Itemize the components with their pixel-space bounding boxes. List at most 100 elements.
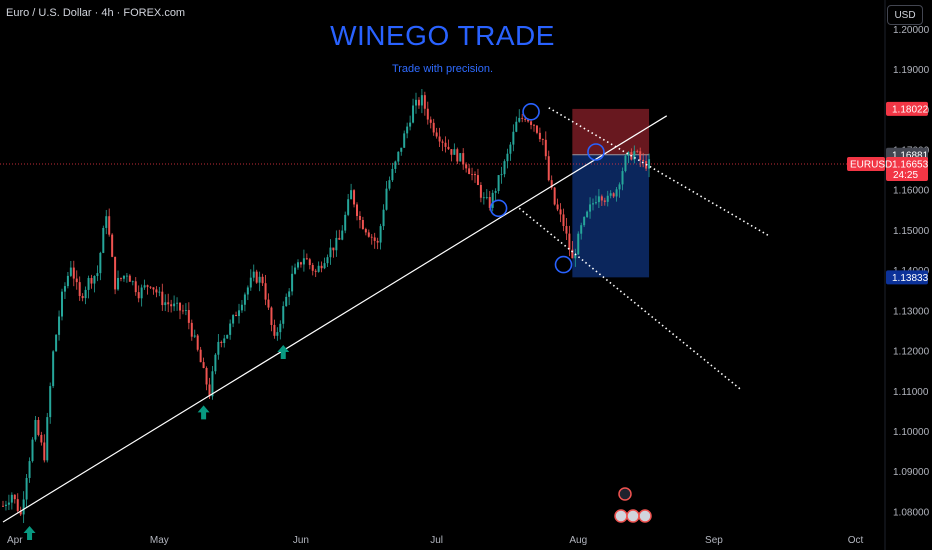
candle-body xyxy=(235,315,238,316)
candle-body xyxy=(308,259,311,266)
candle-body xyxy=(426,108,429,120)
swing-point-circle[interactable] xyxy=(587,143,605,161)
y-tick-label: 1.16000 xyxy=(893,186,930,197)
swing-point-circle[interactable] xyxy=(554,255,573,274)
candle-body xyxy=(497,175,500,192)
candle-body xyxy=(518,117,521,122)
candle-body xyxy=(187,310,190,323)
position-zones[interactable] xyxy=(572,108,650,278)
candle-body xyxy=(533,124,535,126)
candle-body xyxy=(429,119,432,123)
y-tick-label: 1.09000 xyxy=(893,467,930,478)
x-tick-label: May xyxy=(150,535,169,546)
candle-body xyxy=(391,168,394,181)
candle-body xyxy=(550,180,553,188)
candle-body xyxy=(58,316,61,335)
currency-button[interactable]: USD xyxy=(887,5,923,25)
candle-body xyxy=(249,277,252,288)
candle-body xyxy=(633,151,636,160)
candle-body xyxy=(462,153,465,165)
candle-body xyxy=(220,341,223,343)
candle-body xyxy=(46,417,49,461)
candle-body xyxy=(152,287,155,290)
candle-body xyxy=(441,141,444,143)
bounce-arrows xyxy=(23,345,290,540)
price-axis-label-text: 1.16653 xyxy=(892,159,929,170)
up-arrow-icon xyxy=(197,405,210,420)
candle-body xyxy=(450,149,453,155)
candle-body xyxy=(13,494,16,500)
candle-body xyxy=(137,292,140,299)
candle-body xyxy=(385,188,388,210)
stop-loss-zone[interactable] xyxy=(572,108,650,155)
candle-body xyxy=(453,149,456,155)
candle-body xyxy=(125,275,128,277)
candle-body xyxy=(202,362,205,368)
candle-body xyxy=(146,285,149,287)
candle-body xyxy=(190,322,193,337)
candle-body xyxy=(444,142,447,147)
candle-body xyxy=(285,296,288,307)
price-axis-label xyxy=(886,270,928,285)
candle-body xyxy=(358,215,361,220)
candle-body xyxy=(40,434,43,443)
candle-body xyxy=(7,502,10,505)
swing-circles[interactable] xyxy=(489,102,605,274)
candle-body xyxy=(332,247,335,251)
candle-body xyxy=(485,196,488,198)
countdown-label: 24:25 xyxy=(893,170,918,181)
candle-body xyxy=(394,161,397,169)
candle-body xyxy=(75,278,78,283)
candle-body xyxy=(468,168,471,175)
y-tick-label: 1.19000 xyxy=(893,65,930,76)
candle-body xyxy=(621,171,624,185)
candle-body xyxy=(311,265,314,271)
event-flag-icon[interactable] xyxy=(614,509,628,523)
economic-events[interactable] xyxy=(614,487,652,523)
drawings[interactable] xyxy=(2,107,771,523)
y-tick-label: 1.10000 xyxy=(893,427,930,438)
symbol-title[interactable]: Euro / U.S. Dollar · 4h · FOREX.com xyxy=(6,7,186,19)
candle-body xyxy=(341,230,344,240)
candle-body xyxy=(226,334,229,339)
candle-body xyxy=(356,204,358,216)
event-icon[interactable] xyxy=(618,487,632,501)
candle-body xyxy=(155,289,158,293)
candle-body xyxy=(459,153,462,162)
candle-body xyxy=(181,310,184,312)
candle-body xyxy=(299,262,302,265)
candle-body xyxy=(417,99,420,106)
candle-body xyxy=(199,349,202,363)
price-axis-label-text: 1.16881 xyxy=(892,150,929,161)
candle-body xyxy=(512,131,515,145)
candle-body xyxy=(474,174,476,176)
candle-body xyxy=(122,275,125,279)
candle-body xyxy=(376,240,379,243)
candle-body xyxy=(196,335,199,350)
candle-body xyxy=(223,338,226,343)
event-flag-icon[interactable] xyxy=(626,509,640,523)
x-tick-label: Sep xyxy=(705,535,723,546)
candle-body xyxy=(270,307,273,325)
support-trendline[interactable] xyxy=(2,115,668,523)
candle-body xyxy=(456,149,459,162)
event-flag-icon[interactable] xyxy=(638,509,652,523)
candle-body xyxy=(538,132,541,140)
take-profit-zone[interactable] xyxy=(572,154,650,278)
candle-body xyxy=(63,286,66,292)
candle-body xyxy=(320,265,323,269)
candle-body xyxy=(423,95,426,109)
candle-body xyxy=(267,299,270,308)
candle-body xyxy=(326,257,329,264)
candle-body xyxy=(2,505,4,507)
swing-point-circle[interactable] xyxy=(489,199,508,218)
candle-body xyxy=(373,237,376,241)
candle-body xyxy=(149,286,152,288)
candle-body xyxy=(214,354,217,372)
candle-body xyxy=(208,384,211,397)
candle-body xyxy=(205,367,208,385)
swing-point-circle[interactable] xyxy=(522,102,540,121)
